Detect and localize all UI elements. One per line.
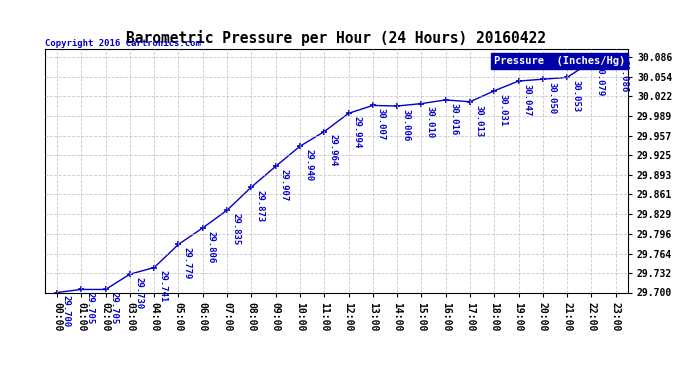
Text: Pressure  (Inches/Hg): Pressure (Inches/Hg) [494, 56, 625, 66]
Text: 30.006: 30.006 [402, 109, 411, 141]
Text: 30.013: 30.013 [474, 105, 483, 137]
Title: Barometric Pressure per Hour (24 Hours) 20160422: Barometric Pressure per Hour (24 Hours) … [126, 30, 546, 46]
Text: 30.050: 30.050 [547, 82, 556, 114]
Text: 29.964: 29.964 [328, 134, 337, 166]
Text: 29.940: 29.940 [304, 149, 313, 181]
Text: 29.835: 29.835 [231, 213, 240, 245]
Text: 30.031: 30.031 [498, 94, 507, 126]
Text: 30.007: 30.007 [377, 108, 386, 141]
Text: 29.730: 29.730 [134, 277, 143, 309]
Text: 30.053: 30.053 [571, 80, 580, 112]
Text: 29.700: 29.700 [61, 295, 70, 327]
Text: 29.741: 29.741 [158, 270, 168, 303]
Text: 29.779: 29.779 [183, 247, 192, 279]
Text: 29.873: 29.873 [255, 190, 264, 222]
Text: 30.086: 30.086 [620, 60, 629, 92]
Text: 30.079: 30.079 [595, 64, 604, 97]
Text: 30.016: 30.016 [450, 103, 459, 135]
Text: Copyright 2016 Cartronics.com: Copyright 2016 Cartronics.com [45, 39, 201, 48]
Text: 29.705: 29.705 [86, 292, 95, 324]
Text: 29.907: 29.907 [280, 169, 289, 201]
Text: 29.994: 29.994 [353, 116, 362, 148]
Text: 29.705: 29.705 [110, 292, 119, 324]
Text: 30.010: 30.010 [426, 106, 435, 139]
Text: 30.047: 30.047 [523, 84, 532, 116]
Text: 29.806: 29.806 [207, 231, 216, 263]
